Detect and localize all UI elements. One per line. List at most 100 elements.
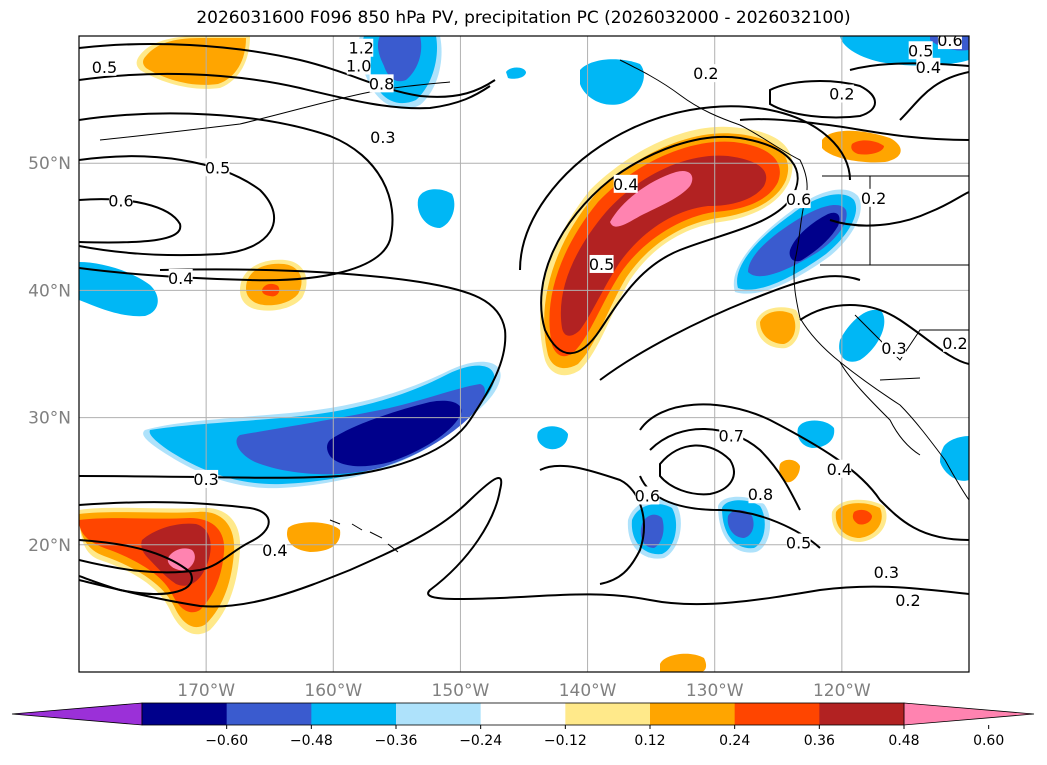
- shade-patch-l-red: [852, 509, 872, 525]
- colorbar-segment: [819, 703, 905, 725]
- contour-line: [659, 444, 735, 496]
- aleutian-chain: [99, 81, 451, 141]
- shade-patch-j-blue: [640, 514, 664, 548]
- contour-label: 0.2: [693, 64, 718, 83]
- contour-line: [79, 539, 193, 595]
- contour-labels: 0.51.21.00.80.30.50.60.40.30.40.40.50.6 0…: [92, 31, 968, 610]
- colorbar-segment: [396, 703, 482, 725]
- shade-patch-c: [417, 189, 455, 228]
- contour-line: [769, 80, 876, 119]
- contour-label-background: [589, 254, 614, 273]
- contour-label-background: [693, 64, 718, 83]
- contour-label: 0.6: [635, 486, 660, 505]
- latitude-tick-label: 40°N: [28, 281, 71, 301]
- contour-label-background: [370, 127, 395, 146]
- contour-label: 0.3: [874, 563, 899, 582]
- latitude-tick-label: 20°N: [28, 536, 71, 556]
- colorbar-tick-label: −0.12: [544, 733, 587, 749]
- colorbar-segment: [142, 703, 228, 725]
- contour-line: [519, 105, 851, 271]
- shade-patch-k-blue: [727, 510, 754, 538]
- contour-line: [79, 268, 507, 479]
- shade-patch-o: [779, 459, 800, 483]
- state-border-d: [879, 377, 921, 381]
- colorbar-extend-high: [903, 702, 1035, 726]
- contour-line: [79, 155, 276, 257]
- contour-label: 0.6: [786, 190, 811, 209]
- contour-label: 0.4: [168, 269, 193, 288]
- contour-label-background: [874, 562, 899, 581]
- contour-label-background: [881, 338, 906, 357]
- contour-label-background: [937, 36, 962, 50]
- contour-label-background: [786, 533, 811, 552]
- shade-coast-navy: [789, 212, 840, 262]
- contour-label: 0.2: [861, 189, 886, 208]
- map-frame: [78, 35, 970, 673]
- colorbar-tick-label: −0.48: [290, 733, 333, 749]
- colorbar-tick-label: −0.36: [375, 733, 418, 749]
- north-america-coast: [619, 59, 969, 501]
- contour-label-background: [194, 469, 219, 488]
- latitude-tick-labels: 20°N 30°N 40°N 50°N: [28, 154, 71, 556]
- plot-title: 2026031600 F096 850 hPa PV, precipitatio…: [196, 8, 851, 28]
- colorbar-tick-label: 0.12: [634, 733, 665, 749]
- contour-label-background: [748, 485, 773, 504]
- contour-label-background: [168, 268, 193, 287]
- contour-label: 0.5: [589, 255, 614, 274]
- contour-line: [79, 477, 969, 608]
- shade-patch-r: [506, 67, 526, 79]
- colorbar: −0.60 −0.48 −0.36 −0.24 −0.12 0.12 0.24 0.36 0.4…: [11, 702, 1035, 749]
- contour-line: [899, 71, 969, 121]
- colorbar-tick-label: −0.60: [205, 733, 248, 749]
- longitude-tick-label: 120°W: [813, 681, 871, 701]
- contour-label: 0.5: [908, 41, 933, 60]
- contour-label-background: [829, 84, 854, 103]
- shade-patch-i: [537, 426, 568, 450]
- shade-nw-pink: [610, 170, 693, 227]
- contour-label: 0.6: [937, 31, 962, 50]
- contour-label-background: [613, 174, 638, 193]
- contour-label-background: [205, 158, 230, 177]
- contour-label: 0.2: [829, 85, 854, 104]
- longitude-tick-label: 160°W: [304, 681, 362, 701]
- contour-label-background: [108, 191, 133, 210]
- colorbar-tick-label: −0.24: [459, 733, 502, 749]
- contour-label-background: [369, 74, 394, 93]
- contour-label-background: [719, 426, 744, 445]
- shade-patch-h: [839, 309, 885, 362]
- longitude-tick-label: 130°W: [686, 681, 744, 701]
- contour-label: 0.8: [369, 74, 394, 93]
- longitude-tick-label: 140°W: [559, 681, 617, 701]
- contour-label-background: [908, 41, 933, 60]
- colorbar-segment: [226, 703, 312, 725]
- contour-line: [79, 501, 270, 574]
- colorbar-tick-label: 0.36: [804, 733, 835, 749]
- contour-label-background: [943, 333, 968, 352]
- contour-label-background: [635, 486, 660, 505]
- precipitation-shading: [79, 36, 969, 672]
- baja-coast: [839, 361, 921, 456]
- contour-label-background: [349, 38, 374, 57]
- colorbar-tick-label: 0.60: [973, 733, 1004, 749]
- contour-line: [599, 275, 861, 381]
- hawaii-islands: [329, 519, 399, 553]
- colorbar-extend-low: [11, 702, 143, 726]
- contour-line: [649, 428, 801, 511]
- contour-label: 1.2: [349, 39, 374, 58]
- latitude-tick-label: 50°N: [28, 154, 71, 174]
- contour-line: [79, 72, 491, 110]
- contour-label-background: [786, 190, 811, 209]
- contour-label-background: [262, 541, 287, 560]
- contour-label: 0.5: [92, 58, 117, 77]
- contour-label: 0.3: [881, 339, 906, 358]
- colorbar-segment: [650, 703, 736, 725]
- longitude-tick-label: 170°W: [177, 681, 235, 701]
- contour-label-background: [861, 188, 886, 207]
- contour-line: [79, 43, 496, 98]
- longitude-tick-labels: 170°W 160°W 150°W 140°W 130°W 120°W: [177, 681, 871, 701]
- state-border-c: [854, 314, 969, 361]
- shade-tl-blue: [377, 36, 422, 82]
- contour-label: 0.5: [786, 534, 811, 553]
- contour-label: 0.2: [942, 334, 967, 353]
